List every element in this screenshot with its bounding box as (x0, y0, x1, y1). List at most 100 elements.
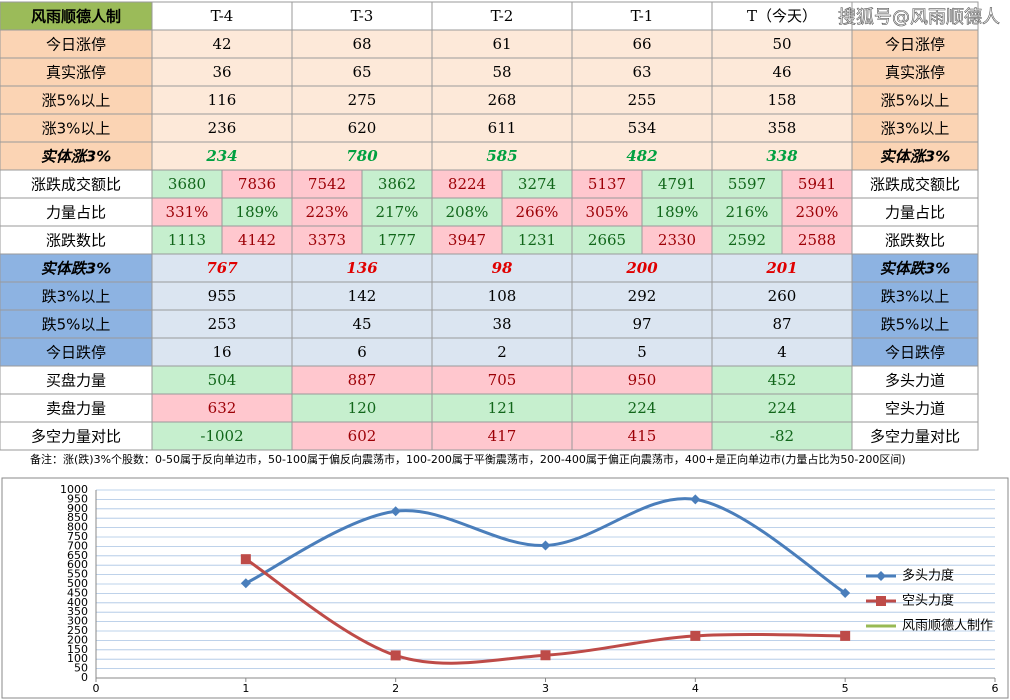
cell (851, 85, 979, 115)
cell (0, 197, 153, 227)
cell (151, 141, 293, 171)
cell (431, 1, 573, 31)
cell-text: 38 (492, 315, 511, 333)
cell-text: 买盘力量 (46, 372, 106, 390)
cell-text: 跌3%以上 (42, 288, 111, 306)
cell (151, 113, 293, 143)
cell-text: 950 (628, 371, 657, 389)
cell (151, 365, 293, 395)
cell-text: 2 (497, 343, 507, 361)
cell-text: 58 (492, 63, 511, 81)
y-tick-label: 50 (74, 662, 88, 675)
cell-text: 45 (352, 315, 371, 333)
cell-text: 涨3%以上 (42, 120, 111, 138)
cell-text: 65 (352, 63, 371, 81)
cell (151, 225, 223, 255)
cell-text: 224 (628, 399, 657, 417)
y-tick-label: 850 (67, 511, 88, 524)
cell-text: 632 (208, 399, 237, 417)
cell-text: 1231 (518, 231, 556, 249)
cell (711, 57, 853, 87)
y-tick-label: 550 (67, 568, 88, 581)
cell (711, 197, 783, 227)
cell-text: 涨跌成交额比 (31, 176, 121, 194)
cell (0, 57, 153, 87)
cell-text: 534 (628, 119, 657, 137)
cell (291, 421, 433, 451)
x-tick-label: 0 (93, 682, 100, 695)
cell-text: 68 (352, 35, 371, 53)
cell (711, 281, 853, 311)
y-tick-label: 950 (67, 492, 88, 505)
cell (0, 393, 153, 423)
cell-text: -1002 (200, 427, 243, 445)
cell-text: 涨跌数比 (885, 232, 945, 250)
cell-text: T-4 (211, 7, 234, 25)
cell-text: 7542 (308, 175, 346, 193)
cell (291, 29, 433, 59)
point (690, 494, 701, 505)
cell-text: 955 (208, 287, 237, 305)
y-tick-label: 650 (67, 549, 88, 562)
y-tick-label: 700 (67, 539, 88, 552)
cell-text: 331% (166, 203, 209, 221)
cell (151, 85, 293, 115)
cell-text: 417 (488, 427, 517, 445)
cell (571, 57, 713, 87)
cell-text: 120 (348, 399, 377, 417)
cell (851, 393, 979, 423)
cell (151, 281, 293, 311)
cell-text: 98 (492, 259, 513, 277)
cell (711, 421, 853, 451)
cell-text: 620 (348, 119, 377, 137)
cell-text: 767 (206, 259, 238, 277)
y-tick-label: 0 (81, 671, 88, 684)
cell (711, 225, 783, 255)
cell-text: 36 (212, 63, 231, 81)
cell-text: 实体涨3% (41, 148, 111, 166)
cell-text: 3274 (518, 175, 556, 193)
point (540, 540, 551, 551)
chart-frame (1, 477, 1009, 699)
y-tick-label: 100 (67, 652, 88, 665)
cell-text: 50 (772, 35, 791, 53)
cell (851, 197, 979, 227)
cell-text: 8224 (448, 175, 486, 193)
cell-text: 涨跌成交额比 (870, 176, 960, 194)
cell-text: 涨跌数比 (46, 232, 106, 250)
cell (291, 309, 433, 339)
cell-text: 66 (632, 35, 651, 53)
cell (571, 169, 643, 199)
cell-text: 415 (628, 427, 657, 445)
point (840, 630, 851, 641)
cell (0, 337, 153, 367)
cell-text: 2330 (658, 231, 696, 249)
cell-text: 255 (628, 91, 657, 109)
cell-text: 多头力道 (885, 372, 945, 390)
cell (571, 29, 713, 59)
cell-text: 5 (637, 343, 647, 361)
cell-text: 189% (656, 203, 699, 221)
cell-text: 7836 (238, 175, 276, 193)
cell-text: 力量占比 (885, 204, 945, 222)
cell-text: 1777 (378, 231, 416, 249)
cell (851, 113, 979, 143)
cell-text: 253 (208, 315, 237, 333)
cell-text: 230% (796, 203, 839, 221)
cell (781, 169, 853, 199)
cell (851, 421, 979, 451)
cell-text: -82 (770, 427, 794, 445)
cell-text: 292 (628, 287, 657, 305)
cell-text: 今日涨停 (885, 36, 945, 54)
cell-text: 3373 (308, 231, 346, 249)
cell-text: 2592 (728, 231, 766, 249)
cell-text: 201 (765, 259, 797, 277)
cell-text: 涨3%以上 (881, 120, 950, 138)
cell-text: 611 (488, 119, 517, 137)
cell-text: 5597 (728, 175, 766, 193)
cell (361, 225, 433, 255)
point (240, 578, 251, 589)
y-tick-label: 800 (67, 521, 88, 534)
cell-text: 97 (632, 315, 651, 333)
cell-text: 108 (488, 287, 517, 305)
